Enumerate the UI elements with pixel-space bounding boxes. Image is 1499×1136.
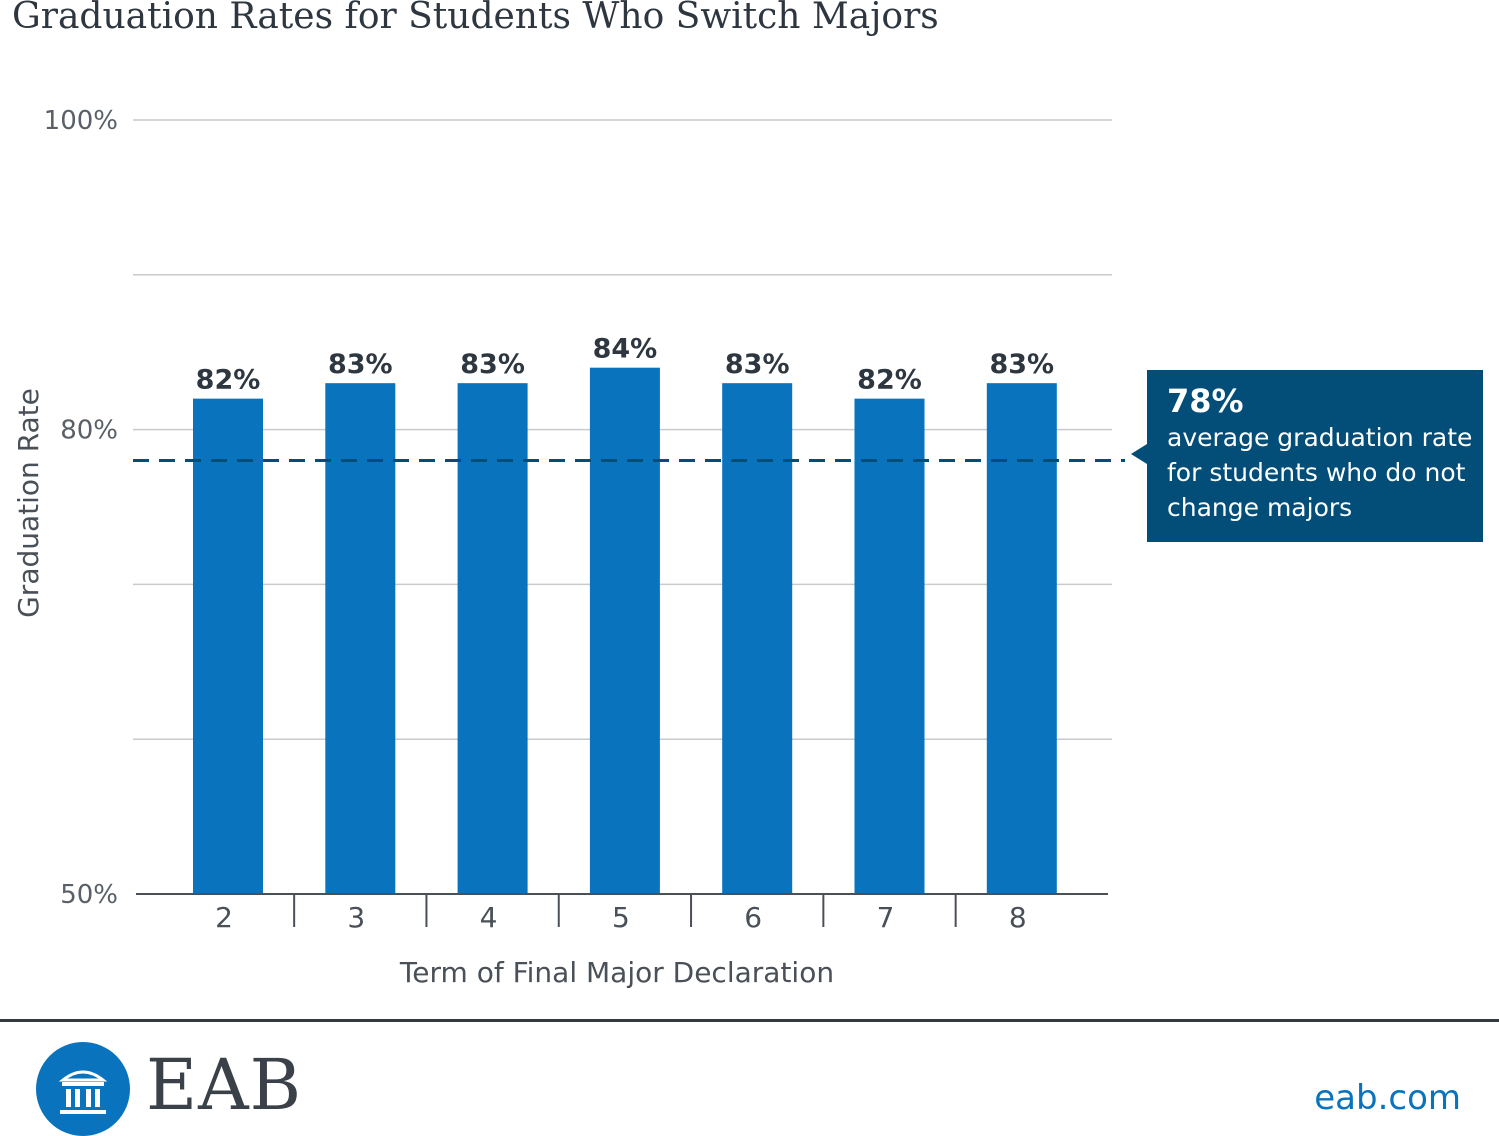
y-tick-label: 80% xyxy=(60,416,118,446)
average-callout: 78% average graduation rate for students… xyxy=(1131,370,1483,542)
bar xyxy=(986,383,1057,894)
x-tick-label: 8 xyxy=(1009,901,1027,934)
value-labels: 82% 83% 83% 84% 83% 82% 83% xyxy=(196,334,1054,396)
chart-title: Graduation Rates for Students Who Switch… xyxy=(12,0,939,37)
x-axis-tick-labels: 2 3 4 5 6 7 8 xyxy=(215,901,1027,934)
callout-value: 78% xyxy=(1167,382,1244,420)
bar xyxy=(325,383,396,894)
bar xyxy=(722,383,793,894)
footer-divider xyxy=(0,1019,1499,1022)
bar xyxy=(457,383,528,894)
bar-chart: 100% 80% 50% 82% 83% 83% 84% 83% 82% 83% 2 3 4 5 6 7 8… xyxy=(12,106,1125,989)
x-tick-label: 7 xyxy=(877,901,895,934)
eab-logo-text: EAB xyxy=(146,1044,303,1126)
value-label: 83% xyxy=(989,349,1054,380)
x-tick-label: 2 xyxy=(215,901,233,934)
y-axis-title: Graduation Rate xyxy=(12,388,45,618)
value-label: 82% xyxy=(857,365,922,396)
value-label: 82% xyxy=(196,365,261,396)
x-tick-label: 5 xyxy=(612,901,630,934)
value-label: 83% xyxy=(460,349,525,380)
y-tick-label: 50% xyxy=(60,880,118,910)
bar xyxy=(589,367,660,894)
y-tick-label: 100% xyxy=(44,106,118,136)
x-tick-label: 4 xyxy=(480,901,498,934)
callout-text: average graduation rate for students who… xyxy=(1167,423,1473,522)
eab-website-link[interactable]: eab.com xyxy=(1314,1078,1461,1118)
bar xyxy=(193,398,263,894)
institution-columns-icon xyxy=(36,1042,130,1136)
bars xyxy=(193,367,1057,894)
x-axis xyxy=(136,893,1108,927)
value-label: 83% xyxy=(328,349,393,380)
x-tick-label: 3 xyxy=(347,901,365,934)
y-axis-tick-labels: 100% 80% 50% xyxy=(44,106,118,910)
value-label: 83% xyxy=(725,349,790,380)
value-label: 84% xyxy=(593,334,658,365)
x-axis-title: Term of Final Major Declaration xyxy=(399,956,834,989)
bar xyxy=(854,398,925,894)
x-tick-label: 6 xyxy=(744,901,762,934)
